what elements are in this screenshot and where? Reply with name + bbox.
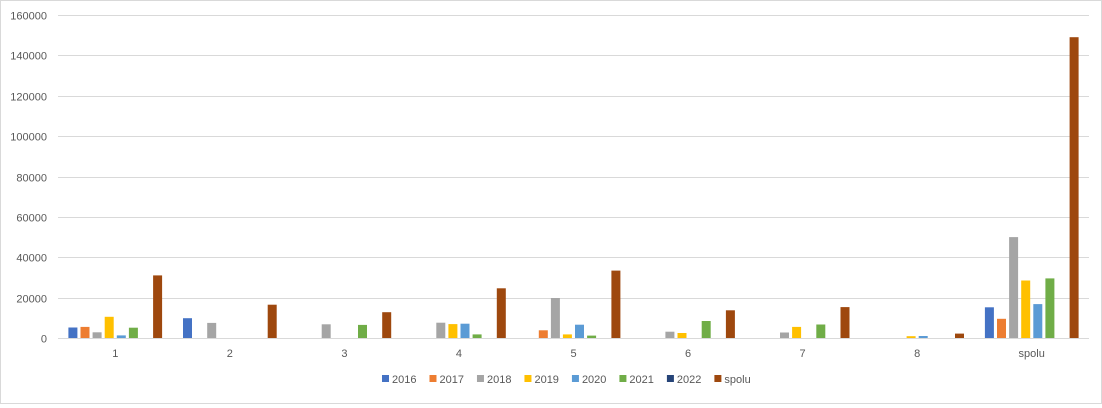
bar-2021-4	[472, 334, 482, 338]
bar-2021-7	[816, 324, 826, 338]
bar-2018-3	[321, 324, 331, 338]
bar-2020-4	[460, 323, 470, 338]
legend-item: 2022	[666, 374, 701, 386]
legend: 2016 2017 2018 2019 2020 2021 2022 spolu	[382, 374, 751, 386]
bar-2020-8	[918, 336, 928, 338]
legend-item: 2019	[524, 374, 559, 386]
legend-label: 2020	[582, 374, 606, 386]
y-tick-label: 140000	[10, 51, 47, 63]
y-tick-label: 160000	[10, 11, 47, 23]
legend-swatch	[382, 375, 389, 382]
legend-label: 2019	[534, 374, 558, 386]
bar-2018-7	[780, 332, 789, 338]
legend-swatch	[666, 375, 674, 382]
bar-2019-8	[906, 336, 916, 338]
legend-swatch	[714, 375, 722, 382]
bars	[68, 37, 1079, 338]
bar-2017-spolu	[997, 318, 1006, 338]
bar-spolu-1	[153, 275, 163, 338]
bar-2019-6	[677, 333, 687, 338]
legend-item: 2017	[429, 374, 464, 386]
bar-2018-1	[92, 332, 102, 338]
legend-swatch	[476, 375, 484, 382]
legend-swatch	[429, 375, 437, 382]
x-tick-label: 8	[914, 348, 920, 360]
gridlines	[58, 15, 1089, 339]
bar-2021-spolu	[1045, 278, 1055, 338]
legend-item: 2016	[382, 374, 416, 386]
bar-2018-2	[207, 322, 217, 338]
bar-2016-spolu	[984, 307, 994, 338]
bar-2017-1	[80, 326, 90, 338]
x-axis-tick-labels: 1 2 3 4 5 6 7 8 spolu	[112, 348, 1045, 360]
y-tick-label: 20000	[16, 294, 47, 306]
legend-swatch	[571, 375, 579, 382]
bar-spolu-7	[840, 307, 850, 338]
legend-label: 2021	[629, 374, 653, 386]
y-axis-tick-labels: 0 20000 40000 60000 80000 100000 120000 140000 1…	[10, 11, 47, 346]
bar-spolu-8	[955, 333, 964, 338]
bar-2019-4	[448, 324, 458, 338]
legend-label: spolu	[724, 374, 750, 386]
y-tick-label: 100000	[10, 132, 47, 144]
bar-2019-1	[104, 316, 114, 338]
legend-swatch	[524, 375, 532, 382]
bar-spolu-5	[611, 270, 621, 338]
legend-label: 2016	[392, 374, 416, 386]
x-tick-label: 3	[341, 348, 347, 360]
legend-item: 2021	[619, 374, 654, 386]
x-tick-label: 2	[227, 348, 233, 360]
bar-2019-5	[562, 334, 572, 338]
legend-label: 2022	[677, 374, 701, 386]
x-tick-label: spolu	[1019, 348, 1045, 360]
bar-2019-spolu	[1021, 280, 1031, 338]
y-tick-label: 60000	[16, 213, 47, 225]
bar-2016-1	[68, 327, 78, 338]
bar-2020-spolu	[1033, 304, 1043, 338]
y-tick-label: 80000	[16, 173, 47, 185]
bar-spolu-3	[382, 312, 392, 338]
legend-label: 2018	[487, 374, 511, 386]
bar-2016-2	[183, 318, 192, 338]
bar-2021-3	[358, 324, 367, 338]
bar-2018-5	[550, 298, 560, 338]
bar-spolu-spolu	[1069, 37, 1079, 338]
x-tick-label: 7	[800, 348, 806, 360]
bar-2018-6	[665, 331, 675, 338]
x-tick-label: 1	[112, 348, 118, 360]
legend-label: 2017	[439, 374, 463, 386]
y-tick-label: 0	[41, 334, 47, 346]
x-tick-label: 6	[685, 348, 691, 360]
bar-2021-6	[701, 321, 711, 338]
legend-swatch	[619, 375, 627, 382]
x-tick-label: 4	[456, 348, 462, 360]
bar-2018-spolu	[1009, 237, 1019, 338]
bar-spolu-2	[267, 304, 277, 338]
legend-item: 2018	[476, 374, 511, 386]
bar-2020-5	[575, 324, 584, 338]
bar-2019-7	[792, 326, 802, 338]
legend-item: 2020	[571, 374, 606, 386]
bar-spolu-4	[496, 288, 506, 338]
bar-2020-1	[116, 335, 126, 338]
bar-2021-1	[128, 327, 138, 338]
bar-2018-4	[436, 322, 446, 338]
x-tick-label: 5	[570, 348, 576, 360]
y-tick-label: 120000	[10, 92, 47, 104]
legend-item: spolu	[714, 374, 751, 386]
bar-2021-5	[587, 335, 597, 338]
bar-2017-5	[538, 330, 548, 338]
y-tick-label: 40000	[16, 253, 47, 265]
bar-spolu-6	[725, 310, 735, 338]
